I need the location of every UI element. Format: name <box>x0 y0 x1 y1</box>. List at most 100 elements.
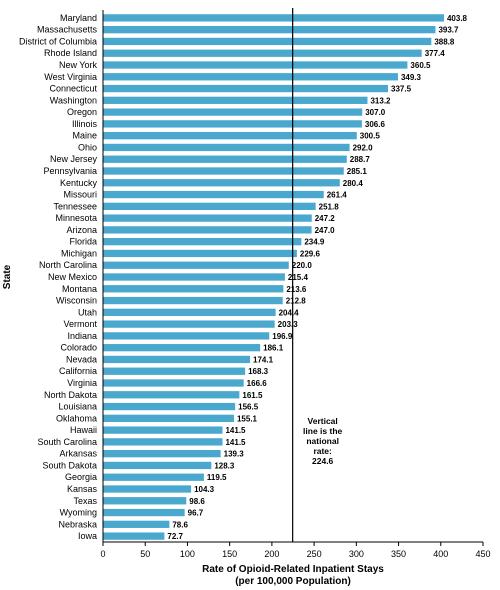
category-label: North Dakota <box>44 390 97 400</box>
value-label: 104.3 <box>194 485 215 494</box>
value-label: 349.3 <box>401 73 422 82</box>
value-label: 261.4 <box>327 191 348 200</box>
value-label: 307.0 <box>365 108 386 117</box>
bar <box>103 438 223 446</box>
bar <box>103 49 422 57</box>
bar <box>103 296 283 305</box>
category-label: Massachusetts <box>37 25 98 35</box>
bar <box>103 320 275 328</box>
x-tick-label: 450 <box>475 549 490 559</box>
bar <box>103 143 350 152</box>
bar <box>103 344 261 352</box>
y-axis-title: State <box>2 264 13 289</box>
value-label: 220.0 <box>292 261 313 270</box>
national-rate-annotation: line is the <box>303 426 342 436</box>
value-label: 141.5 <box>225 426 246 435</box>
bar <box>103 179 340 187</box>
category-label: Kansas <box>67 484 98 494</box>
x-tick-label: 250 <box>307 549 322 559</box>
category-label: Oklahoma <box>56 413 97 423</box>
category-label: New York <box>59 60 98 70</box>
bar <box>103 308 276 316</box>
value-label: 360.5 <box>410 61 431 70</box>
category-label: Louisiana <box>58 402 97 412</box>
x-tick-label: 100 <box>180 549 195 559</box>
value-label: 203.3 <box>278 320 299 329</box>
category-label: Kentucky <box>60 178 98 188</box>
bar <box>103 497 187 505</box>
category-label: Ohio <box>78 142 97 152</box>
bar <box>103 426 223 434</box>
x-tick-label: 0 <box>100 549 105 559</box>
category-label: Missouri <box>63 190 97 200</box>
category-label: Arizona <box>66 225 97 235</box>
bar <box>103 226 312 234</box>
category-label: Wyoming <box>60 508 97 518</box>
category-label: Georgia <box>65 472 97 482</box>
bar <box>103 167 344 175</box>
value-label: 213.6 <box>286 285 307 294</box>
value-label: 161.5 <box>242 391 263 400</box>
value-label: 196.9 <box>272 332 293 341</box>
bar <box>103 367 246 375</box>
bar <box>103 285 284 293</box>
bar <box>103 402 236 411</box>
value-label: 234.9 <box>304 238 325 247</box>
national-rate-annotation: 224.6 <box>312 456 334 466</box>
x-tick-label: 200 <box>264 549 279 559</box>
bar <box>103 355 251 364</box>
bar <box>103 214 312 222</box>
bar <box>103 190 324 199</box>
value-label: 403.8 <box>447 14 468 23</box>
category-label: Florida <box>69 237 97 247</box>
bar <box>103 391 240 399</box>
x-tick-label: 150 <box>222 549 237 559</box>
category-label: Hawaii <box>70 425 97 435</box>
x-tick-label: 300 <box>349 549 364 559</box>
category-label: Texas <box>73 496 97 506</box>
category-label: Nebraska <box>58 519 97 529</box>
national-rate-annotation: national <box>306 436 339 446</box>
value-label: 204.4 <box>279 308 300 317</box>
value-label: 215.4 <box>288 273 309 282</box>
value-label: 166.6 <box>247 379 268 388</box>
value-label: 306.6 <box>365 120 386 129</box>
bar <box>103 26 436 34</box>
bar <box>103 532 165 540</box>
value-label: 388.8 <box>434 37 455 46</box>
value-label: 168.3 <box>248 367 269 376</box>
category-label: South Dakota <box>42 460 97 470</box>
bar <box>103 120 362 128</box>
bar <box>103 96 368 104</box>
bar <box>103 73 398 81</box>
value-label: 128.3 <box>214 461 235 470</box>
value-label: 337.5 <box>391 85 412 94</box>
value-label: 155.1 <box>237 414 258 423</box>
value-label: 78.6 <box>172 520 188 529</box>
value-label: 96.7 <box>188 509 204 518</box>
category-label: Montana <box>62 284 97 294</box>
category-label: Oregon <box>67 107 97 117</box>
category-label: Rhode Island <box>44 48 97 58</box>
category-label: District of Columbia <box>19 36 97 46</box>
category-label: Wisconsin <box>56 296 97 306</box>
bar <box>103 520 170 528</box>
bar <box>103 132 357 140</box>
x-axis-title: Rate of Opioid-Related Inpatient Stays <box>202 564 384 575</box>
bar <box>103 450 221 458</box>
category-label: Iowa <box>78 531 97 541</box>
category-label: Indiana <box>67 331 97 341</box>
bar <box>103 261 289 269</box>
x-axis-title: (per 100,000 Population) <box>235 576 351 587</box>
bar <box>103 238 302 246</box>
category-label: Washington <box>50 95 97 105</box>
national-rate-annotation: Vertical <box>308 416 338 426</box>
bar <box>103 414 234 422</box>
category-label: Tennessee <box>53 201 97 211</box>
category-label: Maine <box>72 131 97 141</box>
value-label: 119.5 <box>207 473 227 482</box>
bar <box>103 249 297 258</box>
bar <box>103 485 192 493</box>
category-label: Vermont <box>63 319 97 329</box>
